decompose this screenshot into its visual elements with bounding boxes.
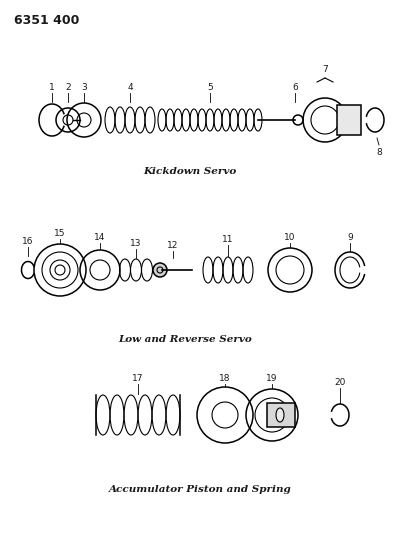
Text: Kickdown Servo: Kickdown Servo (143, 167, 237, 176)
Text: 13: 13 (130, 239, 142, 248)
Text: 10: 10 (284, 233, 296, 242)
Text: 9: 9 (347, 233, 353, 242)
Text: 19: 19 (266, 374, 278, 383)
Bar (267, 403, 295, 427)
Bar (337, 105, 361, 135)
Text: 14: 14 (94, 233, 106, 242)
Text: 8: 8 (376, 148, 382, 157)
Text: 7: 7 (322, 65, 328, 74)
Text: 16: 16 (22, 237, 34, 246)
Text: 11: 11 (222, 235, 234, 244)
Text: 2: 2 (65, 83, 71, 92)
Text: 20: 20 (334, 378, 346, 387)
Ellipse shape (276, 408, 284, 422)
Text: 17: 17 (132, 374, 144, 383)
Text: 18: 18 (219, 374, 231, 383)
Circle shape (153, 263, 167, 277)
Text: 3: 3 (81, 83, 87, 92)
Text: 15: 15 (54, 229, 66, 238)
Text: 6351 400: 6351 400 (14, 14, 80, 27)
Text: 12: 12 (167, 241, 179, 250)
Text: 1: 1 (49, 83, 55, 92)
Text: 4: 4 (127, 83, 133, 92)
Text: Low and Reverse Servo: Low and Reverse Servo (118, 335, 252, 344)
Text: 6: 6 (292, 83, 298, 92)
Text: Accumulator Piston and Spring: Accumulator Piston and Spring (109, 486, 291, 495)
Text: 5: 5 (207, 83, 213, 92)
